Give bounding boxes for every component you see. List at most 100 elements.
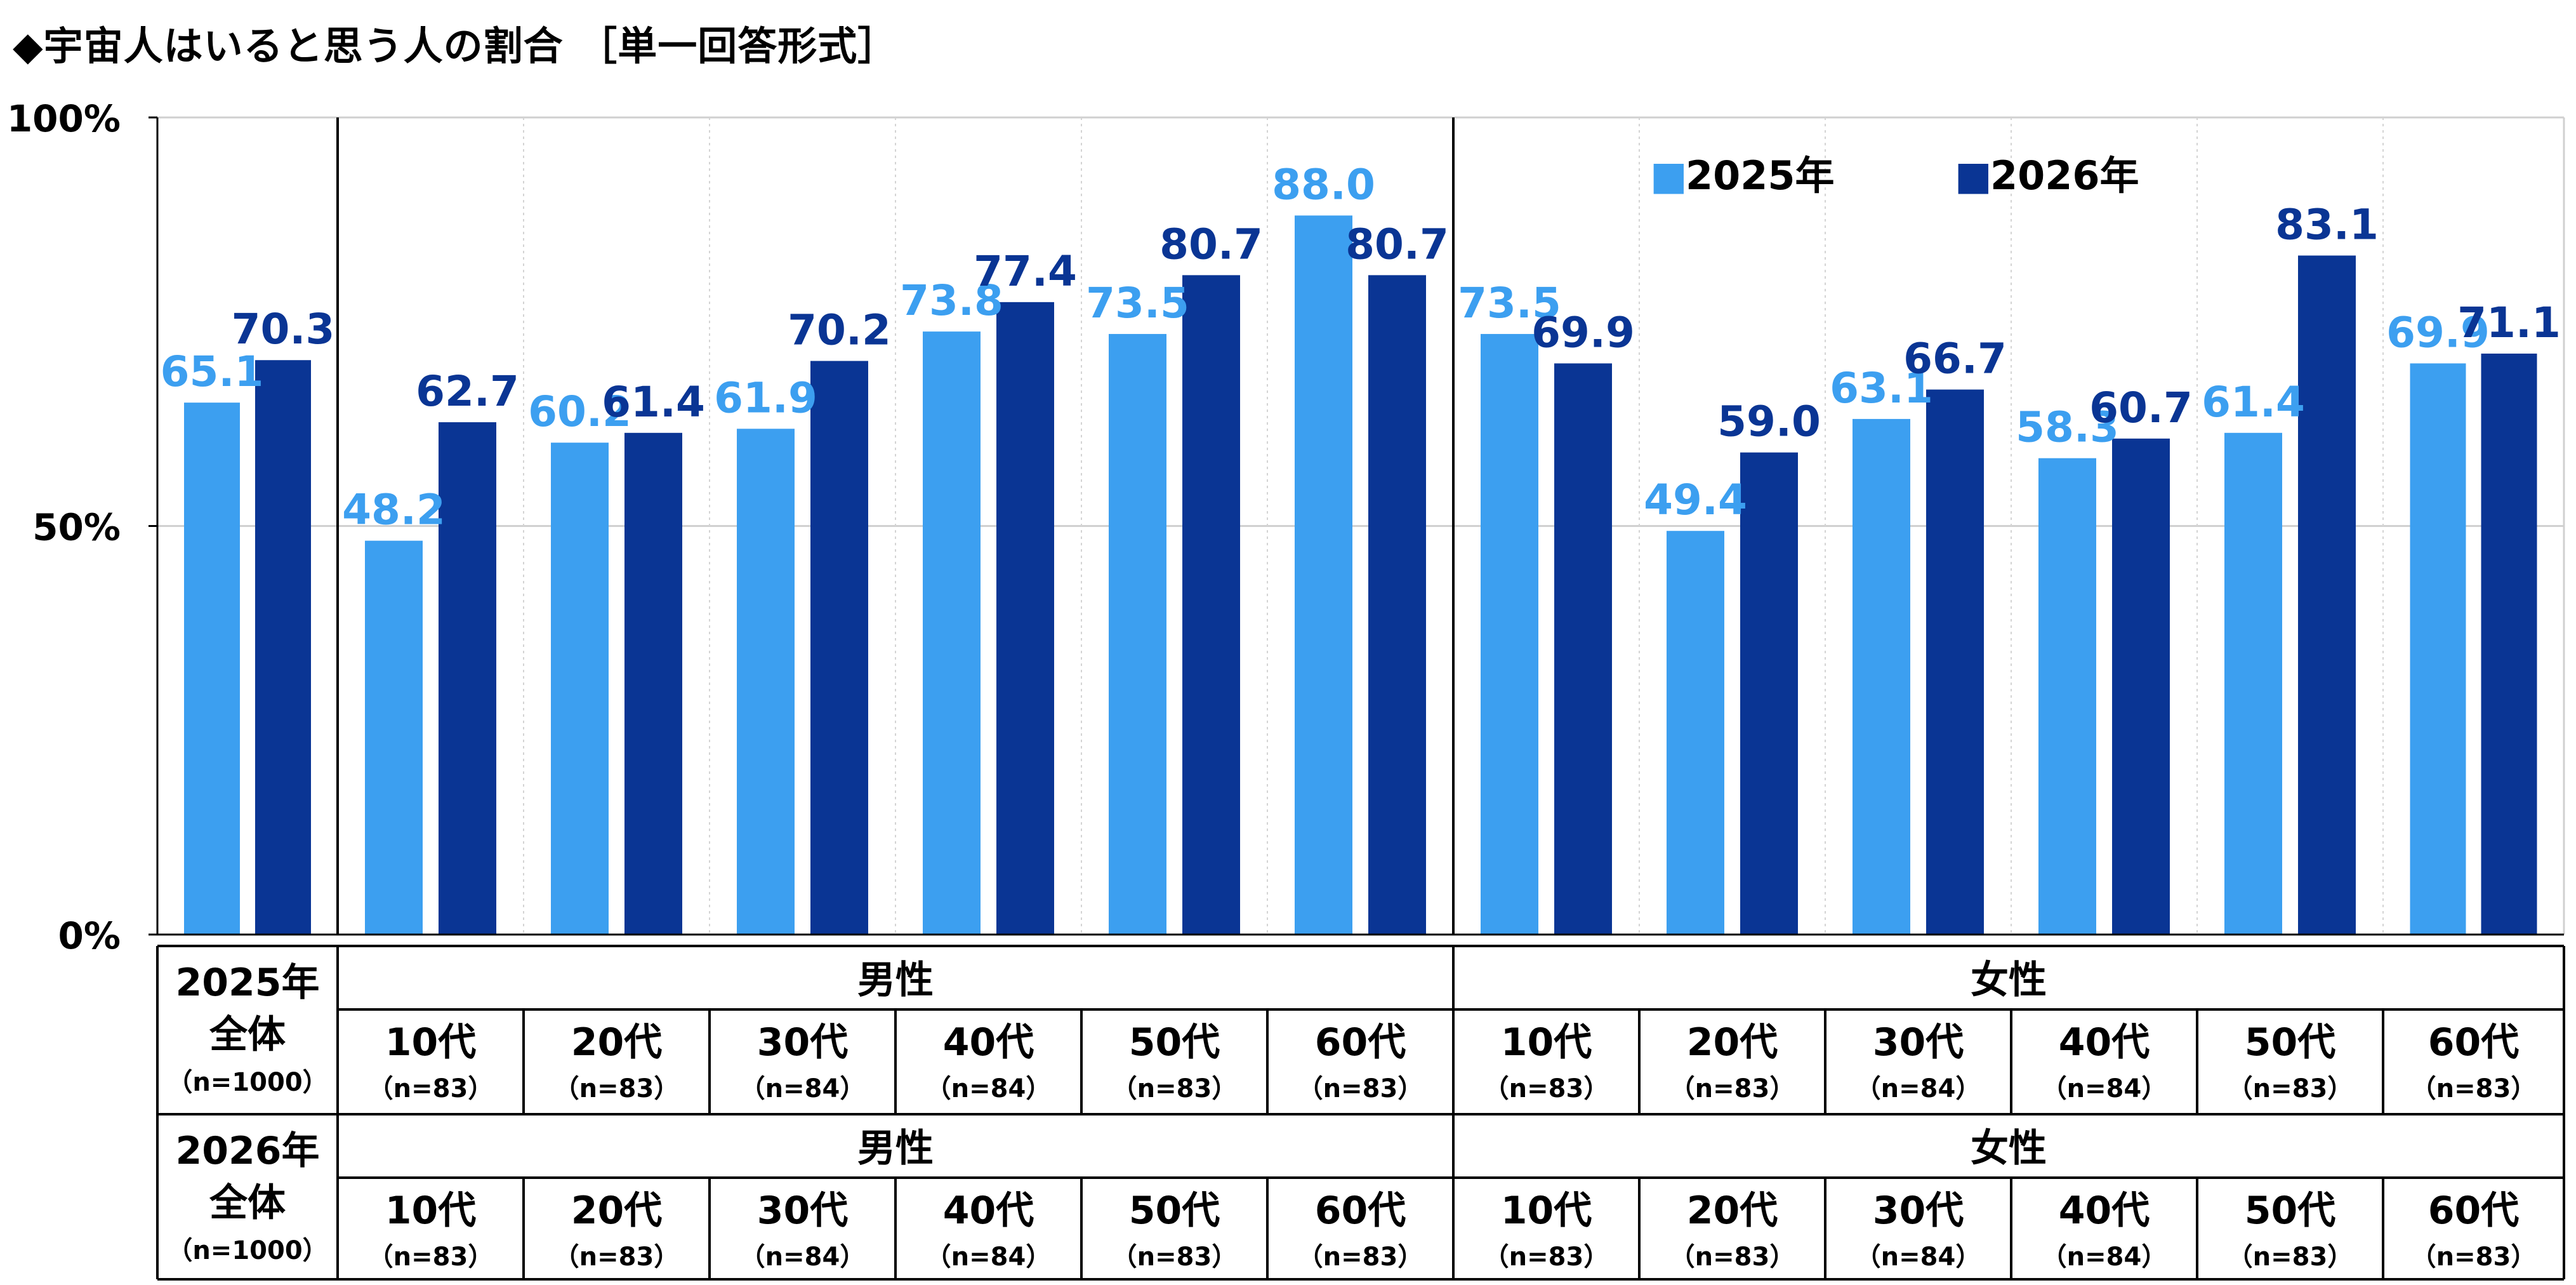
table-age-label: 20代 xyxy=(1687,1020,1778,1065)
bar-2025 xyxy=(2038,458,2096,935)
legend-item: 2025年 xyxy=(1686,152,1835,199)
table-age-label: 60代 xyxy=(1315,1020,1406,1065)
y-tick-label: 0% xyxy=(58,914,121,957)
data-label-2026: 70.2 xyxy=(788,306,891,355)
table-age-n: （n=84） xyxy=(926,1242,1052,1272)
bar-2025 xyxy=(551,443,609,935)
data-label-2026: 80.7 xyxy=(1159,220,1263,269)
table-age-label: 20代 xyxy=(1687,1188,1778,1233)
axes: 0% 50% 100% xyxy=(7,97,2564,957)
data-label-2026: 69.9 xyxy=(1531,308,1635,357)
table-age-n: （n=84） xyxy=(2042,1242,2167,1272)
data-label-2026: 61.4 xyxy=(602,378,705,427)
data-labels: 65.170.348.262.7 60.261.4 61.970.273.877.4… xyxy=(161,160,2561,534)
data-label-2025: 61.9 xyxy=(714,373,817,422)
y-tick-label: 50% xyxy=(32,506,121,549)
table-age-label: 10代 xyxy=(385,1020,477,1065)
table-age-label: 20代 xyxy=(571,1020,663,1065)
table-age-label: 30代 xyxy=(1873,1188,1964,1233)
table-age-n: （n=83） xyxy=(1298,1074,1423,1103)
table-gender-label: 男性 xyxy=(857,1126,934,1171)
y-tick-label: 100% xyxy=(7,97,121,140)
bar-2025 xyxy=(1295,215,1352,935)
data-label-2025: 61.4 xyxy=(2202,378,2305,427)
data-label-2025: 63.1 xyxy=(1830,364,1933,413)
table-age-label: 50代 xyxy=(1129,1188,1220,1233)
bar-2025 xyxy=(1109,334,1166,935)
table-age-label: 60代 xyxy=(1315,1188,1406,1233)
table-age-n: （n=83） xyxy=(2411,1074,2537,1103)
data-label-2026: 59.0 xyxy=(1717,397,1821,446)
table-age-n: （n=83） xyxy=(368,1242,494,1272)
data-label-2025: 58.3 xyxy=(2016,403,2119,452)
bar-2026 xyxy=(1554,363,1612,935)
bar-2026 xyxy=(1740,452,1798,935)
table-gender-label: 女性 xyxy=(1971,958,2047,1002)
legend-marker: ■ xyxy=(1955,152,1992,199)
bar-2025 xyxy=(1667,531,1724,935)
bar-2026 xyxy=(255,360,311,935)
data-label-2026: 62.7 xyxy=(416,367,519,416)
bar-2025 xyxy=(923,331,981,935)
bar-2025 xyxy=(184,403,240,935)
bar-2025 xyxy=(1853,418,1910,935)
table-age-n: （n=83） xyxy=(1112,1242,1238,1272)
bar-2026 xyxy=(1182,275,1240,935)
data-label-2026: 60.7 xyxy=(2089,383,2193,432)
table-total-label: 全体 xyxy=(209,1181,286,1225)
table-age-label: 50代 xyxy=(2245,1020,2336,1065)
table-age-label: 30代 xyxy=(757,1020,849,1065)
table-age-label: 30代 xyxy=(757,1188,849,1233)
table-gender-label: 男性 xyxy=(857,958,934,1002)
data-label-2026: 80.7 xyxy=(1345,220,1449,269)
data-label-2026: 70.3 xyxy=(232,305,335,354)
table-age-n: （n=84） xyxy=(926,1074,1052,1103)
bar-2025 xyxy=(737,429,795,935)
table-age-label: 40代 xyxy=(2059,1188,2150,1233)
legend-marker: ■ xyxy=(1650,152,1688,199)
table-age-n: （n=83） xyxy=(1298,1242,1423,1272)
table-gender-label: 女性 xyxy=(1971,1126,2047,1171)
data-label-2025: 65.1 xyxy=(161,347,264,396)
table-age-n: （n=83） xyxy=(1484,1242,1609,1272)
data-label-2025: 69.9 xyxy=(2386,308,2490,357)
table-age-n: （n=83） xyxy=(1112,1074,1238,1103)
table-age-label: 40代 xyxy=(943,1020,1034,1065)
table-age-label: 10代 xyxy=(385,1188,477,1233)
table-age-label: 40代 xyxy=(2059,1020,2150,1065)
table-age-n: （n=83） xyxy=(1670,1074,1795,1103)
table-age-label: 10代 xyxy=(1501,1020,1592,1065)
table-age-n: （n=84） xyxy=(740,1074,866,1103)
table-age-n: （n=83） xyxy=(554,1074,680,1103)
table-age-n: （n=83） xyxy=(2228,1242,2353,1272)
table-year-label: 2026年 xyxy=(176,1129,320,1173)
data-label-2026: 71.1 xyxy=(2457,298,2561,347)
table-year-label: 2025年 xyxy=(176,961,320,1005)
bar-2026 xyxy=(2481,353,2537,935)
data-label-2025: 88.0 xyxy=(1272,160,1375,209)
bars xyxy=(184,215,2537,935)
table-age-n: （n=84） xyxy=(740,1242,866,1272)
table-age-label: 60代 xyxy=(2428,1188,2520,1233)
table-age-n: （n=83） xyxy=(2228,1074,2353,1103)
table-total-n: （n=1000） xyxy=(167,1068,327,1097)
table-age-label: 30代 xyxy=(1873,1020,1964,1065)
bar-2026 xyxy=(2112,438,2170,935)
table-age-n: （n=83） xyxy=(1484,1074,1609,1103)
bar-2026 xyxy=(624,432,682,935)
bar-2026 xyxy=(439,422,496,935)
bar-2026 xyxy=(810,361,868,935)
bar-2026 xyxy=(2298,255,2356,935)
bar-2026 xyxy=(996,302,1054,935)
data-label-2025: 60.2 xyxy=(528,387,631,436)
table-age-label: 10代 xyxy=(1501,1188,1592,1233)
table-age-label: 20代 xyxy=(571,1188,663,1233)
bar-2025 xyxy=(365,540,423,935)
table-total-label: 全体 xyxy=(209,1013,286,1057)
bar-2025 xyxy=(2410,363,2466,935)
table-age-n: （n=84） xyxy=(1856,1242,1981,1272)
data-label-2025: 73.8 xyxy=(900,276,1003,325)
table-age-label: 50代 xyxy=(2245,1188,2336,1233)
